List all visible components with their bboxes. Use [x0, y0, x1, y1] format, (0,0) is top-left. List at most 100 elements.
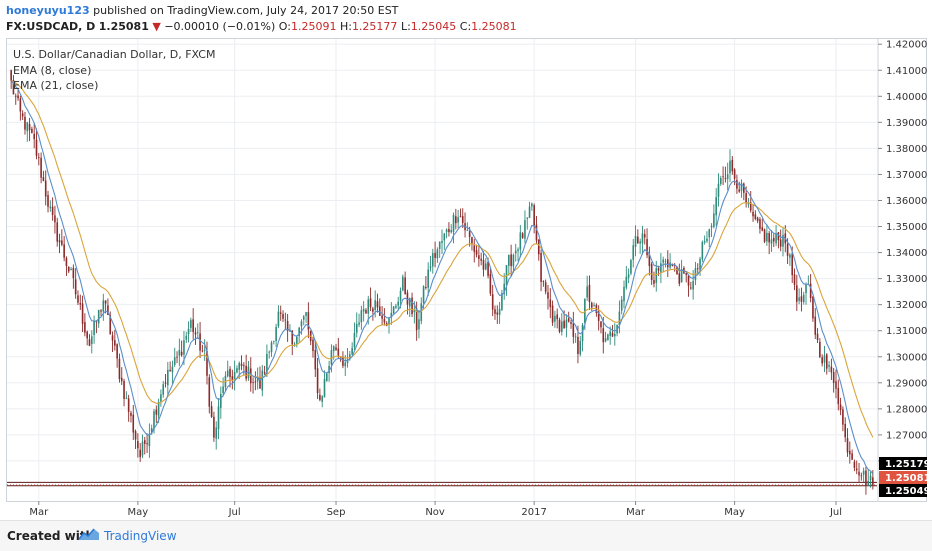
- candle-body: [805, 284, 807, 294]
- candle-body: [731, 159, 734, 172]
- candle-body: [291, 330, 294, 345]
- candle-body: [505, 265, 508, 285]
- tradingview-brand[interactable]: TradingView: [104, 529, 177, 543]
- candle-body: [443, 233, 446, 241]
- tradingview-logo-icon[interactable]: [78, 527, 100, 543]
- candle-body: [10, 70, 12, 81]
- ema-8-line: [10, 80, 874, 475]
- candle-body: [365, 310, 367, 314]
- candle-body: [551, 305, 554, 323]
- candle-body: [577, 336, 579, 354]
- price-chart[interactable]: 1.42000 1.41000 1.40000 1.39000 1.38000 1.370…: [0, 0, 932, 520]
- price-tick-label: 1.27000: [886, 430, 927, 441]
- candle-body: [33, 133, 35, 140]
- candle-body: [206, 350, 208, 376]
- price-tick-label: 1.41000: [886, 66, 927, 77]
- candle-body: [436, 249, 439, 259]
- candle-body: [517, 249, 519, 252]
- candle-body: [602, 328, 605, 343]
- candle-body: [468, 231, 471, 237]
- time-tick-label: Sep: [327, 507, 346, 518]
- candle-body: [167, 369, 169, 386]
- candle-body: [67, 266, 70, 272]
- candle-body: [74, 279, 77, 295]
- candle-body: [397, 301, 400, 306]
- candle-body: [143, 440, 146, 444]
- candle-body: [508, 254, 510, 266]
- candle-body: [535, 224, 538, 241]
- candle-body: [63, 244, 65, 258]
- candle-body: [273, 340, 275, 342]
- candle-body: [478, 255, 480, 259]
- price-axis: 1.42000 1.41000 1.40000 1.39000 1.38000 1.370…: [878, 40, 927, 467]
- candle-body: [558, 319, 561, 332]
- price-label-high: [879, 457, 927, 470]
- candle-body: [867, 480, 870, 486]
- candle-body: [84, 322, 86, 333]
- candle-body: [853, 461, 856, 468]
- legend-ema-8[interactable]: EMA (8, close): [13, 63, 92, 77]
- author-link[interactable]: honeyuyu123: [6, 4, 90, 17]
- candle-body: [312, 339, 314, 351]
- candle-body: [540, 252, 542, 282]
- candle-body: [588, 284, 591, 303]
- candle-body: [300, 321, 303, 327]
- candle-body: [298, 327, 300, 336]
- chart-legend: U.S. Dollar/Canadian Dollar, D, FXCM EMA…: [13, 47, 215, 94]
- candle-body: [422, 286, 425, 303]
- candle-body: [337, 348, 340, 356]
- candle-body: [736, 180, 738, 189]
- candle-body: [383, 319, 386, 323]
- candle-body: [763, 229, 766, 242]
- candle-body: [289, 330, 291, 332]
- candle-body: [503, 283, 506, 294]
- price-tick-label: 1.40000: [886, 92, 927, 103]
- price-tick-label: 1.30000: [886, 352, 927, 363]
- candle-body: [196, 332, 199, 333]
- candle-body: [662, 259, 664, 263]
- candle-body: [215, 427, 218, 439]
- candle-body: [768, 233, 770, 243]
- candle-body: [796, 285, 798, 302]
- candle-body: [176, 356, 178, 358]
- candle-body: [489, 274, 492, 294]
- candle-body: [102, 300, 105, 312]
- candle-body: [231, 376, 234, 381]
- candle-body: [339, 357, 342, 359]
- candle-body: [420, 303, 423, 322]
- candle-body: [100, 310, 102, 312]
- legend-ema-21[interactable]: EMA (21, close): [13, 79, 99, 92]
- candle-body: [351, 347, 353, 355]
- candle-body: [47, 195, 49, 207]
- candle-body: [466, 230, 469, 231]
- candle-body: [332, 346, 335, 352]
- candle-body: [28, 124, 31, 131]
- candle-body: [107, 305, 109, 315]
- candle-body: [243, 365, 245, 367]
- ohlc-high-label: H:: [339, 20, 352, 33]
- candle-body: [220, 393, 222, 408]
- time-tick-label: May: [128, 507, 149, 518]
- candle-body: [457, 217, 459, 223]
- candle-body: [388, 318, 390, 325]
- candle-body: [81, 303, 84, 324]
- candle-body: [726, 174, 729, 180]
- candle-body: [266, 353, 268, 374]
- candle-body: [139, 449, 141, 458]
- candle-body: [855, 468, 858, 471]
- ohlc-low-value: 1.25045: [410, 20, 457, 33]
- candle-body: [798, 297, 800, 301]
- candle-body: [37, 157, 40, 159]
- price-tick-label: 1.35000: [886, 222, 927, 233]
- candle-body: [671, 264, 674, 267]
- ohlc-close-value: 1.25081: [471, 20, 517, 33]
- candle-body: [643, 234, 646, 238]
- candle-body: [800, 296, 803, 302]
- candle-body: [183, 340, 185, 355]
- candle-body: [180, 351, 183, 356]
- candle-body: [127, 398, 130, 412]
- candle-body: [178, 349, 181, 356]
- candle-body: [268, 351, 271, 353]
- candle-body: [277, 311, 280, 327]
- candle-body: [860, 475, 863, 477]
